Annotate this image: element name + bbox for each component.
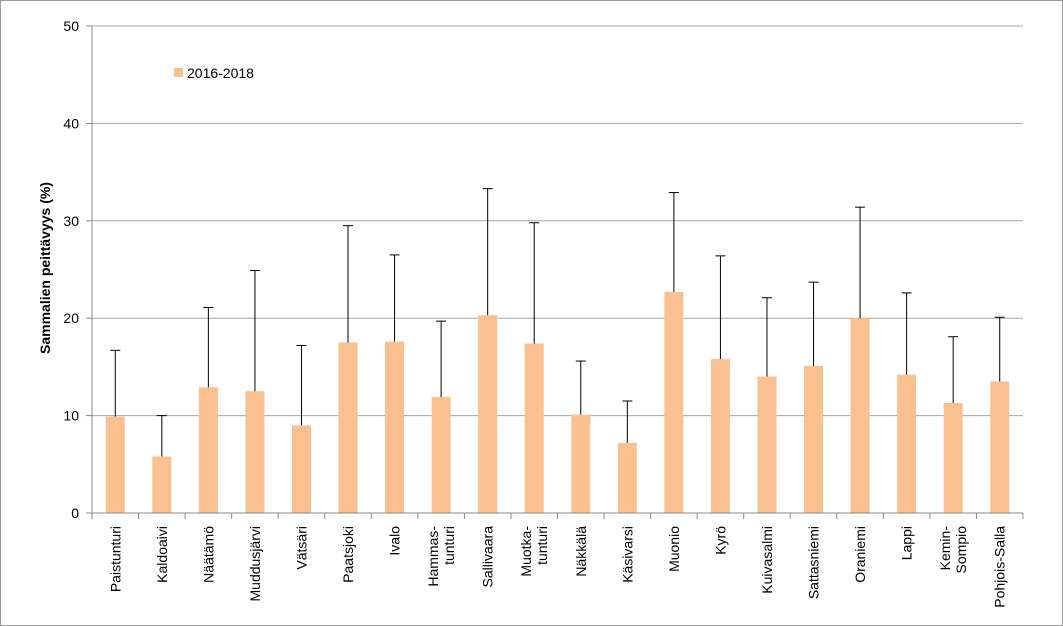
x-tick-label: Käsivarsi <box>619 526 635 583</box>
x-tick-label: Muotka-tunturi <box>518 526 550 577</box>
x-tick-label: Sattasniemi <box>806 526 822 599</box>
bar <box>152 456 172 513</box>
x-tick-label: Vätsäri <box>293 526 309 570</box>
x-tick-label: Kemin-Sompio <box>937 526 969 574</box>
bar <box>338 342 358 513</box>
x-tick-label-line: Kuivasalmi <box>759 526 775 594</box>
bar <box>524 343 544 513</box>
bar <box>897 374 917 513</box>
bar <box>943 402 963 513</box>
x-tick-label: Näätämö <box>200 526 216 583</box>
x-tick-label-line: Kaldoaivi <box>154 526 170 583</box>
x-tick-label: Lappi <box>899 526 915 560</box>
gridlines <box>86 25 1023 514</box>
x-tick-label-line: Muotka- <box>518 526 534 577</box>
bar <box>198 387 218 513</box>
x-tick-label: Paistunturi <box>107 526 123 592</box>
x-tick-label-line: Muddusjärvi <box>247 526 263 601</box>
x-tick-label-line: Muonio <box>666 526 682 572</box>
x-tick-label: Muonio <box>666 526 682 572</box>
y-tick-label: 50 <box>63 18 79 34</box>
bar <box>617 442 637 513</box>
x-tick-label: Kuivasalmi <box>759 526 775 594</box>
x-tick-label-line: Hammas- <box>425 526 441 587</box>
bar <box>571 414 591 513</box>
x-tick-label: Ivalo <box>387 526 403 556</box>
y-tick-label: 20 <box>63 310 79 326</box>
x-tick-label: Oraniemi <box>852 526 868 583</box>
x-tick-label-line: Kemin- <box>937 526 953 571</box>
x-tick-label: Näkkälä <box>573 526 589 577</box>
x-tick-label-line: Paistunturi <box>107 526 123 592</box>
x-tick-label-line: Näkkälä <box>573 526 589 577</box>
x-tick-label: Kaldoaivi <box>154 526 170 583</box>
bar <box>291 425 311 513</box>
x-tick-label-line: Sallivaara <box>480 526 496 588</box>
bar <box>245 391 265 513</box>
x-tick-label: Hammas-tunturi <box>425 526 457 587</box>
error-bars <box>110 188 1005 457</box>
legend-label: 2016-2018 <box>187 65 254 81</box>
x-tick-label-line: Paatsjoki <box>340 526 356 583</box>
y-tick-label: 0 <box>71 505 79 521</box>
bar <box>385 341 405 513</box>
y-tick-label: 40 <box>63 115 79 131</box>
bar <box>105 416 125 513</box>
bar <box>757 376 777 513</box>
bar <box>850 318 870 513</box>
x-tick-label-line: tunturi <box>441 526 457 565</box>
x-tick-label-line: Pohjois-Salla <box>992 526 1008 608</box>
x-tick-label: Pohjois-Salla <box>992 526 1008 608</box>
x-tick-label-line: Sompio <box>953 526 969 574</box>
x-tick-label-line: Sattasniemi <box>806 526 822 599</box>
y-tick-label: 30 <box>63 213 79 229</box>
x-tick-label-line: Oraniemi <box>852 526 868 583</box>
x-tick-label: Kyrö <box>712 526 728 555</box>
x-tick-label-line: Kyrö <box>712 526 728 555</box>
bar <box>710 359 730 513</box>
x-tick-labels: Paistunturi Kaldoaivi Näätämö Muddusjärvi Vä… <box>107 526 1007 608</box>
y-axis-label: Sammalien peittävyys (%) <box>37 182 53 354</box>
x-tick-label: Muddusjärvi <box>247 526 263 601</box>
bar <box>478 315 498 513</box>
bar <box>990 381 1010 513</box>
x-tick-label-line: Käsivarsi <box>619 526 635 583</box>
x-tick-label-line: Lappi <box>899 526 915 560</box>
legend: 2016-2018 <box>174 65 254 81</box>
x-tick-label-line: Näätämö <box>200 526 216 583</box>
bars <box>105 291 1010 513</box>
y-tick-label: 10 <box>63 408 79 424</box>
x-tick-label: Sallivaara <box>480 526 496 588</box>
bar <box>431 397 451 513</box>
legend-swatch <box>174 68 183 77</box>
x-tick-label-line: tunturi <box>534 526 550 565</box>
axes <box>91 26 1024 519</box>
y-tick-labels: 0 10 20 30 40 50 <box>63 18 79 521</box>
bar <box>804 365 824 513</box>
bar <box>664 291 684 513</box>
x-tick-label: Paatsjoki <box>340 526 356 583</box>
x-tick-label-line: Ivalo <box>387 526 403 556</box>
x-tick-label-line: Vätsäri <box>293 526 309 570</box>
